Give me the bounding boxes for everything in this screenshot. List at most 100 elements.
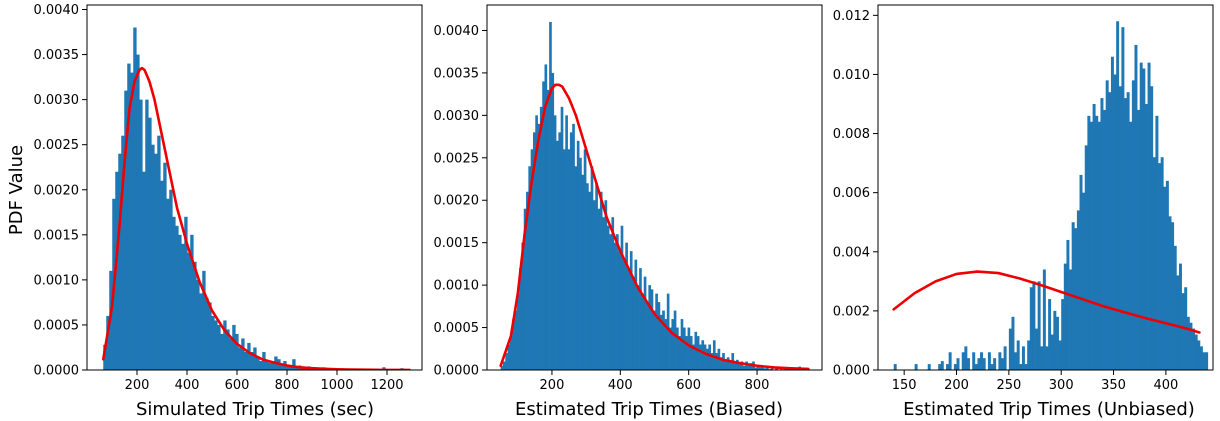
histogram-bar [532,132,536,370]
histogram-bar [1118,86,1122,370]
y-tick-label: 0.0005 [34,318,80,333]
y-tick-label: 0.0025 [34,138,80,153]
histogram-bar [650,289,654,370]
histogram-bar [987,352,991,370]
histogram-bar [602,217,605,370]
histogram-bar [733,361,737,370]
histogram-bar [706,348,709,370]
x-tick-label: 400 [1153,378,1178,393]
histogram-bar [1029,287,1033,370]
histogram-bar [1158,163,1162,370]
panel-estimated-unbiased: 150 200 250 300 350 400 0.000 0.002 0.004 0.006 0.… [833,4,1214,393]
histogram-bar [549,21,552,370]
histogram-bar [232,324,236,370]
histogram-bar [1197,340,1201,370]
histogram-bar [643,276,647,370]
histogram-bar [770,368,774,370]
histogram-bar [655,293,658,370]
histogram-bar [1092,104,1096,370]
histogram-bar [1016,340,1020,370]
pdf-curve [101,66,411,370]
y-tick-label: 0.0025 [434,151,480,166]
histogram-bar [178,234,182,370]
histogram-bar [244,351,248,370]
y-tick-label: 0.0035 [434,66,480,81]
histogram-bar [1048,299,1052,370]
histogram-bar [537,123,541,370]
histogram-bar [172,216,176,370]
histogram-bar [250,351,254,370]
histogram-bar [745,361,748,370]
histogram-bar [980,352,984,370]
x-axis-title-simulated: Simulated Trip Times (sec) [136,399,374,420]
axes-frame [877,4,1214,371]
histogram-bar [1131,80,1135,370]
y-tick-label: 0.0010 [434,279,480,294]
histogram-bar [712,340,716,370]
x-tick-label: 400 [175,378,200,393]
histogram-bar [1168,216,1172,370]
x-tick-label: 1200 [370,378,403,393]
histogram-bar [1137,109,1141,370]
histogram-bar [187,252,191,370]
histogram-bar [115,171,119,370]
histogram-bar [1150,86,1154,370]
histogram-bar [1160,157,1164,370]
histogram-bar [223,320,227,370]
histogram-bar [202,270,206,370]
histogram-bar [625,242,628,370]
histogram-bar [184,216,188,370]
y-tick-label: 0.0040 [34,3,80,18]
histogram-bar [1035,328,1038,370]
y-tick-label: 0.000 [833,364,870,379]
histogram-bar [666,293,670,370]
histogram-bar [927,364,931,370]
histogram-bar [632,276,635,370]
histogram-bar [634,259,638,370]
histogram-bar [1171,222,1175,370]
histogram-bar [572,123,575,370]
histogram-bar [1097,121,1101,370]
histogram-bar [286,365,290,370]
histogram-bar [1003,346,1007,370]
histogram-bar [558,132,562,370]
histogram-bar [256,356,260,370]
histogram-bar [579,157,582,370]
histogram-bar [586,183,589,370]
histogram-bar [1066,239,1070,370]
histogram-bar [280,364,284,370]
histogram-bar [676,327,679,370]
histogram-bar [1027,340,1031,370]
histogram-bar [689,336,693,370]
histogram-bar [271,360,275,370]
histogram-bar [509,336,513,370]
histogram-bar [229,338,233,370]
histogram-bar [648,285,652,370]
histogram-bar [211,315,215,370]
histogram-bar [652,310,656,370]
y-tick-label: 0.006 [833,186,870,201]
histogram-bar [1194,334,1198,370]
histogram-bar [701,340,705,370]
histogram-bar [292,359,296,370]
histogram-bar [609,234,612,370]
histogram-bar [974,364,978,370]
histogram-bar [940,361,944,370]
histogram-bar [127,63,131,370]
histogram-bar [133,27,137,370]
histogram-bar [500,365,504,370]
histogram-bar [1155,115,1159,370]
histogram-bar [742,365,746,370]
y-tick-label: 0.008 [833,127,870,142]
histogram-bar [622,259,626,370]
histogram-bar [530,149,534,370]
histogram-bar [1165,180,1169,370]
histogram-bar [982,358,986,370]
histogram-bar [692,344,695,370]
y-tick-label: 0.010 [833,68,870,83]
histogram-bar [953,364,957,370]
histogram-bar [569,132,573,370]
histogram-bar [664,319,668,370]
x-tick-label: 600 [225,378,250,393]
histogram-bar [998,352,1002,370]
